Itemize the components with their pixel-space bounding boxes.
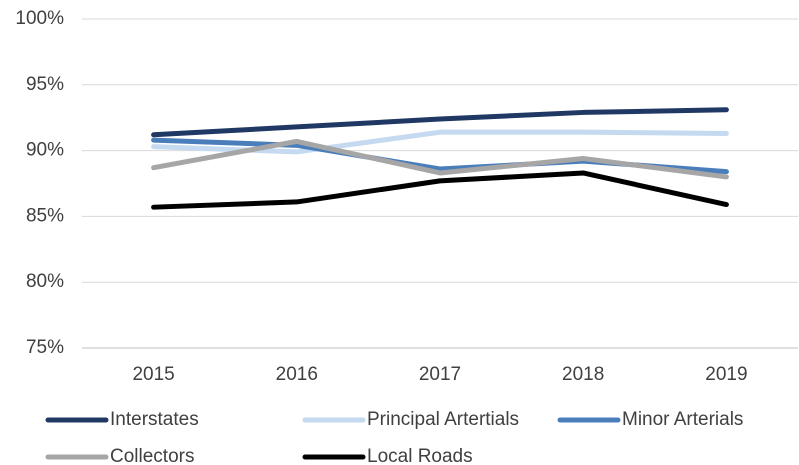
- y-tick-label: 80%: [26, 271, 64, 292]
- x-tick-label: 2018: [562, 364, 604, 385]
- series-line: [151, 170, 729, 210]
- legend-label: Minor Arterials: [622, 409, 743, 430]
- x-tick-label: 2015: [132, 364, 174, 385]
- x-tick-label: 2019: [705, 364, 747, 385]
- y-tick-label: 95%: [26, 74, 64, 95]
- legend-label: Collectors: [110, 446, 194, 465]
- series-line: [151, 138, 729, 180]
- legend-label: Interstates: [110, 409, 199, 430]
- x-tick-label: 2016: [276, 364, 318, 385]
- legend-label: Local Roads: [367, 446, 473, 465]
- series-line: [151, 107, 729, 138]
- y-tick-label: 85%: [26, 205, 64, 226]
- y-tick-label: 90%: [26, 140, 64, 161]
- x-tick-label: 2017: [419, 364, 461, 385]
- y-tick-label: 100%: [15, 8, 64, 29]
- legend-label: Principal Artertials: [367, 409, 519, 430]
- y-tick-label: 75%: [26, 337, 64, 358]
